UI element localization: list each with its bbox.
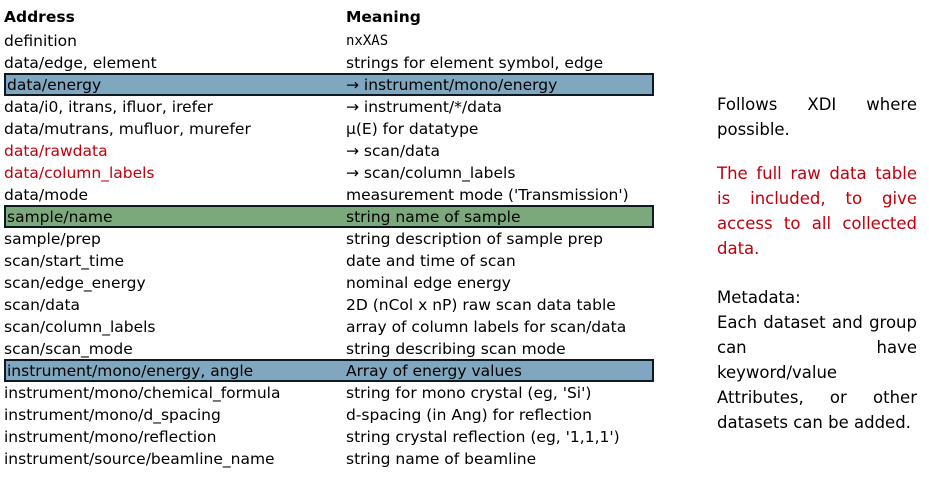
row-meaning: → instrument/*/data [346, 98, 503, 116]
row-address: scan/start_time [4, 252, 125, 270]
row-meaning: string name of sample [346, 208, 521, 226]
table-row-highlighted-mono-energy: instrument/mono/energy, angle Array of e… [4, 359, 664, 382]
row-address: definition [4, 32, 77, 50]
row-meaning: measurement mode ('Transmission') [346, 186, 629, 204]
table-row: scan/scan_mode string describing scan mo… [4, 338, 664, 360]
row-meaning: strings for element symbol, edge [346, 54, 604, 72]
row-address: data/i0, itrans, ifluor, irefer [4, 98, 214, 116]
row-highlight-box [4, 73, 654, 96]
row-meaning: date and time of scan [346, 252, 516, 270]
row-meaning: d-spacing (in Ang) for reflection [346, 406, 592, 424]
address-header: Address [4, 8, 75, 26]
table-row: scan/column_labels array of column label… [4, 316, 664, 338]
row-address: scan/edge_energy [4, 274, 146, 292]
row-meaning: → instrument/mono/energy [346, 76, 558, 94]
table-header: Address Meaning [4, 6, 664, 30]
row-address: instrument/mono/energy, angle [7, 362, 254, 380]
table-row: instrument/source/beamline_name string n… [4, 448, 664, 470]
row-address: sample/prep [4, 230, 101, 248]
row-address: data/edge, element [4, 54, 157, 72]
row-meaning: string for mono crystal (eg, 'Si') [346, 384, 592, 402]
note-raw-data: The full raw data table is included, to … [717, 164, 917, 258]
row-address: instrument/mono/d_spacing [4, 406, 221, 424]
table-row: instrument/mono/d_spacing d-spacing (in … [4, 404, 664, 426]
table-row: data/mode measurement mode ('Transmissio… [4, 184, 664, 206]
address-meaning-table: Address Meaning definition nxXAS data/ed… [4, 6, 664, 470]
row-meaning: Array of energy values [346, 362, 522, 380]
row-meaning: string description of sample prep [346, 230, 603, 248]
row-address: scan/data [4, 296, 81, 314]
row-highlight-box [4, 359, 654, 382]
table-row-rawdata: data/rawdata → scan/data [4, 140, 664, 162]
row-address: scan/column_labels [4, 318, 156, 336]
row-meaning: string describing scan mode [346, 340, 566, 358]
row-address: instrument/mono/reflection [4, 428, 217, 446]
row-meaning: string name of beamline [346, 450, 537, 468]
note-metadata-body: Each dataset and group can have keyword/… [717, 313, 917, 432]
meaning-header: Meaning [346, 8, 421, 26]
row-address: data/mode [4, 186, 89, 204]
row-address: data/column_labels [4, 164, 155, 182]
row-address: instrument/source/beamline_name [4, 450, 275, 468]
table-row: scan/data 2D (nCol x nP) raw scan data t… [4, 294, 664, 316]
table-row: data/i0, itrans, ifluor, irefer → instru… [4, 96, 664, 118]
table-row-highlighted-sample-name: sample/name string name of sample [4, 205, 664, 228]
row-address: data/rawdata [4, 142, 108, 160]
table-row-column-labels: data/column_labels → scan/column_labels [4, 162, 664, 184]
note-metadata-title: Metadata: [717, 288, 801, 307]
table-row: definition nxXAS [4, 30, 664, 52]
table-row: scan/edge_energy nominal edge energy [4, 272, 664, 294]
row-meaning: μ(E) for datatype [346, 120, 479, 138]
row-meaning: 2D (nCol x nP) raw scan data table [346, 296, 616, 314]
table-row: instrument/mono/chemical_formula string … [4, 382, 664, 404]
row-meaning: string crystal reflection (eg, '1,1,1') [346, 428, 620, 446]
note-metadata: Metadata: Each dataset and group can hav… [717, 285, 917, 435]
row-meaning: → scan/column_labels [346, 164, 516, 182]
row-address: data/energy [7, 76, 102, 94]
row-meaning: nxXAS [346, 33, 389, 49]
row-meaning: → scan/data [346, 142, 440, 160]
table-row: sample/prep string description of sample… [4, 228, 664, 250]
row-meaning: nominal edge energy [346, 274, 511, 292]
row-meaning: array of column labels for scan/data [346, 318, 627, 336]
table-row: data/edge, element strings for element s… [4, 52, 664, 74]
table-row-highlighted-energy: data/energy → instrument/mono/energy [4, 73, 664, 96]
row-address: sample/name [7, 208, 113, 226]
row-address: scan/scan_mode [4, 340, 133, 358]
note-xdi: Follows XDI where possible. [717, 95, 917, 139]
row-address: instrument/mono/chemical_formula [4, 384, 281, 402]
row-highlight-box [4, 205, 654, 228]
table-row: data/mutrans, mufluor, murefer μ(E) for … [4, 118, 664, 140]
row-address: data/mutrans, mufluor, murefer [4, 120, 251, 138]
table-row: scan/start_time date and time of scan [4, 250, 664, 272]
table-row: instrument/mono/reflection string crysta… [4, 426, 664, 448]
